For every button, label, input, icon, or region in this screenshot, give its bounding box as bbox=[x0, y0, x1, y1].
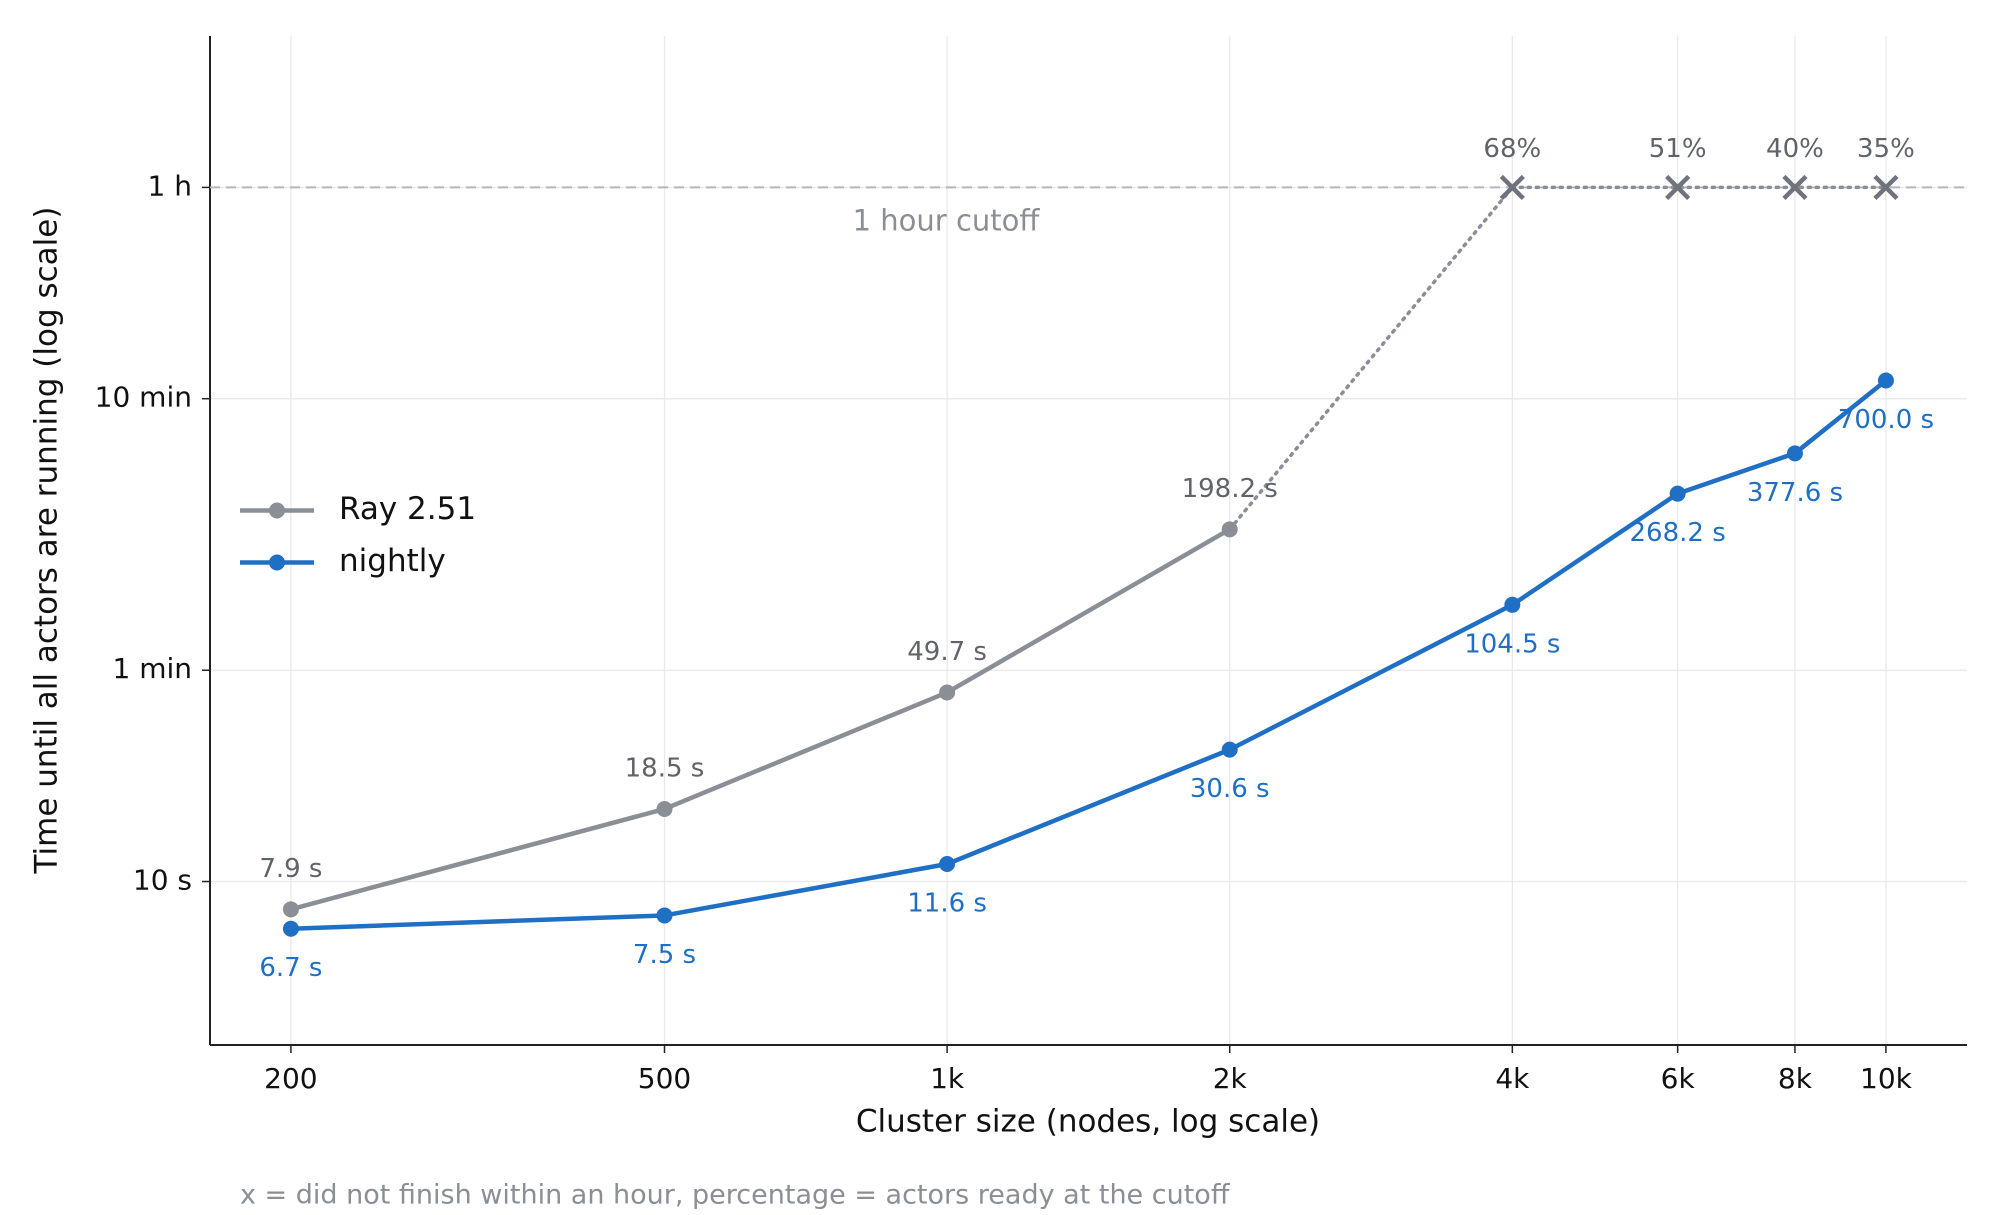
data-label: 11.6 s bbox=[907, 889, 987, 919]
data-label: 30.6 s bbox=[1190, 774, 1270, 804]
x-tick-label: 1k bbox=[930, 1062, 965, 1095]
dnf-label: 51% bbox=[1649, 134, 1707, 164]
dnf-connector bbox=[1227, 185, 1515, 532]
legend-marker bbox=[269, 502, 285, 519]
dnf-label: 68% bbox=[1483, 134, 1541, 164]
point bbox=[1221, 741, 1238, 758]
legend-marker bbox=[269, 554, 285, 571]
data-label: 7.9 s bbox=[259, 854, 322, 884]
y-axis-label: Time until all actors are running (log s… bbox=[29, 207, 65, 875]
x-tick-label: 200 bbox=[264, 1062, 317, 1095]
x-tick-label: 8k bbox=[1778, 1062, 1813, 1095]
footnote: x = did not finish within an hour, perce… bbox=[240, 1180, 1231, 1211]
cutoff-label: 1 hour cutoff bbox=[853, 203, 1041, 237]
point bbox=[282, 920, 299, 937]
data-label: 700.0 s bbox=[1838, 405, 1934, 435]
x-tick-label: 500 bbox=[638, 1062, 691, 1095]
point bbox=[939, 684, 956, 701]
point bbox=[656, 800, 673, 817]
dnf-marker bbox=[1873, 174, 1899, 201]
y-tick-label: 10 s bbox=[133, 864, 192, 897]
point bbox=[656, 907, 673, 924]
legend-label: Ray 2.51 bbox=[339, 491, 476, 527]
series-line bbox=[290, 378, 1888, 931]
data-label: 6.7 s bbox=[259, 953, 322, 983]
y-tick-label: 1 min bbox=[112, 652, 192, 685]
dnf-marker bbox=[1665, 174, 1691, 201]
legend-label: nightly bbox=[339, 543, 446, 579]
point bbox=[1504, 596, 1521, 613]
data-label: 49.7 s bbox=[907, 637, 987, 667]
x-tick-label: 10k bbox=[1860, 1062, 1913, 1095]
dnf-marker bbox=[1782, 174, 1808, 201]
data-label: 268.2 s bbox=[1630, 518, 1726, 548]
dnf-marker bbox=[1499, 174, 1525, 201]
y-tick-label: 1 h bbox=[148, 169, 192, 202]
data-label: 7.5 s bbox=[633, 940, 696, 970]
x-tick-label: 6k bbox=[1661, 1062, 1696, 1095]
x-axis-label: Cluster size (nodes, log scale) bbox=[856, 1104, 1320, 1140]
dnf-label: 35% bbox=[1857, 134, 1915, 164]
point bbox=[1221, 521, 1238, 538]
data-label: 104.5 s bbox=[1464, 629, 1560, 659]
data-label: 18.5 s bbox=[625, 753, 705, 783]
point bbox=[1669, 485, 1686, 502]
point bbox=[1786, 445, 1803, 462]
point bbox=[939, 856, 956, 873]
data-label: 198.2 s bbox=[1182, 474, 1278, 504]
x-tick-label: 2k bbox=[1213, 1062, 1248, 1095]
y-tick-label: 10 min bbox=[95, 381, 192, 414]
point bbox=[282, 901, 299, 918]
dnf-label: 40% bbox=[1766, 134, 1824, 164]
series-line bbox=[290, 527, 1231, 912]
point bbox=[1877, 372, 1894, 389]
data-label: 377.6 s bbox=[1747, 478, 1843, 508]
x-tick-label: 4k bbox=[1495, 1062, 1530, 1095]
